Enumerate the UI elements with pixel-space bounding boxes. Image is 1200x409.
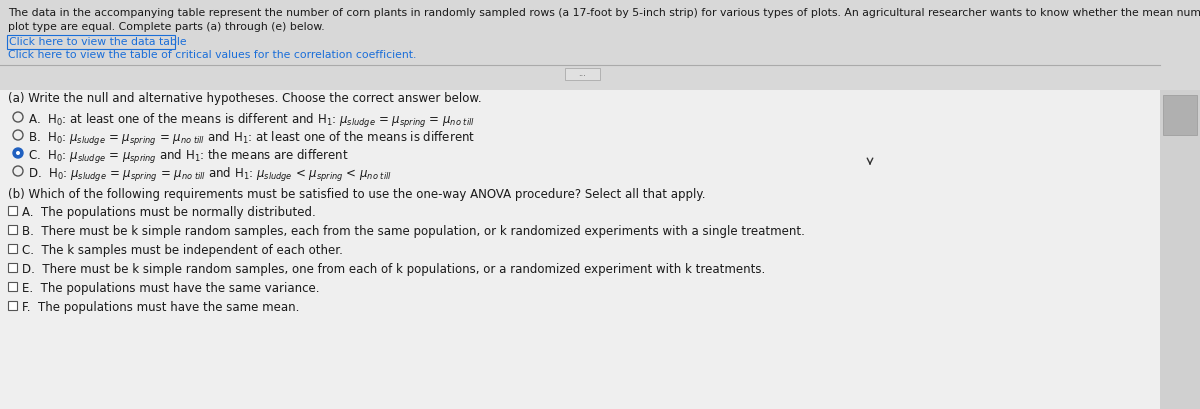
Text: A.  The populations must be normally distributed.: A. The populations must be normally dist…: [22, 206, 316, 219]
Text: D.  There must be k simple random samples, one from each of k populations, or a : D. There must be k simple random samples…: [22, 263, 766, 276]
Bar: [0, 0, 1200, 90]
Bar: [1160, 90, 1200, 409]
Text: A.  H$_0$: at least one of the means is different and H$_1$: $\mu_{sludge}$ = $\: A. H$_0$: at least one of the means is d…: [28, 112, 475, 130]
Text: ...: ...: [578, 70, 586, 79]
Text: (a) Write the null and alternative hypotheses. Choose the correct answer below.: (a) Write the null and alternative hypot…: [8, 92, 481, 105]
Bar: [565, 68, 600, 80]
Text: Click here to view the table of critical values for the correlation coefficient.: Click here to view the table of critical…: [8, 50, 416, 60]
Bar: [8, 282, 17, 291]
Text: (b) Which of the following requirements must be satisfied to use the one-way ANO: (b) Which of the following requirements …: [8, 188, 706, 201]
Text: E.  The populations must have the same variance.: E. The populations must have the same va…: [22, 282, 319, 295]
Text: plot type are equal. Complete parts (a) through (e) below.: plot type are equal. Complete parts (a) …: [8, 22, 325, 32]
Text: Click here to view the data table: Click here to view the data table: [10, 37, 187, 47]
Circle shape: [16, 151, 20, 155]
Bar: [0, 90, 1160, 409]
Bar: [8, 225, 17, 234]
Text: B.  H$_0$: $\mu_{sludge}$ = $\mu_{spring}$ = $\mu_{no\ till}$ and H$_1$: at leas: B. H$_0$: $\mu_{sludge}$ = $\mu_{spring}…: [28, 130, 475, 148]
Text: C.  H$_0$: $\mu_{sludge}$ = $\mu_{spring}$ and H$_1$: the means are different: C. H$_0$: $\mu_{sludge}$ = $\mu_{spring}…: [28, 148, 349, 166]
Text: B.  There must be k simple random samples, each from the same population, or k r: B. There must be k simple random samples…: [22, 225, 805, 238]
Bar: [8, 263, 17, 272]
Bar: [8, 206, 17, 215]
Bar: [8, 244, 17, 253]
Text: D.  H$_0$: $\mu_{sludge}$ = $\mu_{spring}$ = $\mu_{no\ till}$ and H$_1$: $\mu_{s: D. H$_0$: $\mu_{sludge}$ = $\mu_{spring}…: [28, 166, 392, 184]
Circle shape: [13, 148, 23, 158]
Text: C.  The k samples must be independent of each other.: C. The k samples must be independent of …: [22, 244, 343, 257]
Bar: [1163, 95, 1198, 135]
Bar: [8, 301, 17, 310]
Text: The data in the accompanying table represent the number of corn plants in random: The data in the accompanying table repre…: [8, 8, 1200, 18]
Bar: [7, 35, 175, 49]
Text: F.  The populations must have the same mean.: F. The populations must have the same me…: [22, 301, 299, 314]
